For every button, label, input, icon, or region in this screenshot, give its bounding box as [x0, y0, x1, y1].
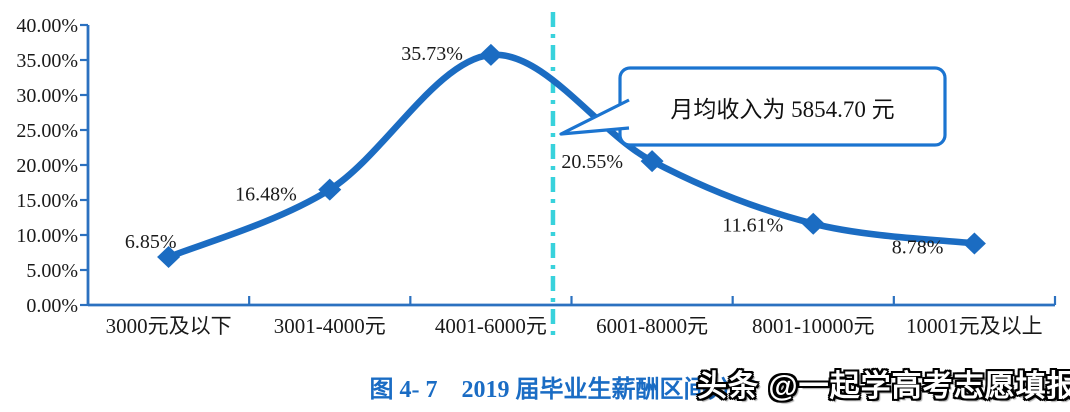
data-point-label: 11.61% [722, 215, 783, 237]
callout-tail [559, 98, 630, 136]
y-tick-label: 20.00% [16, 155, 78, 177]
y-tick-label: 10.00% [16, 225, 78, 247]
x-category-label: 3000元及以下 [106, 314, 232, 338]
x-category-label: 8001-10000元 [752, 314, 875, 338]
data-point-label: 35.73% [401, 43, 463, 65]
data-point-marker [640, 150, 664, 173]
y-tick-label: 0.00% [26, 295, 78, 317]
y-tick-label: 15.00% [16, 190, 78, 212]
y-tick-label: 40.00% [16, 15, 78, 37]
data-point-marker [318, 178, 342, 201]
data-point-label: 6.85% [125, 231, 177, 253]
figure-caption: 图 4- 7 2019 届毕业生薪酬区间分布 [369, 377, 756, 403]
y-tick-label: 30.00% [16, 85, 78, 107]
watermark: 头条 @一起学高考志愿填报 [697, 370, 1070, 403]
y-tick-label: 5.00% [26, 260, 78, 282]
y-tick-label: 35.00% [16, 50, 78, 72]
x-category-label: 10001元及以上 [906, 314, 1043, 338]
data-point-marker [962, 232, 986, 255]
mean-income-callout: 月均收入为 5854.70 元 [670, 96, 895, 122]
x-category-label: 3001-4000元 [274, 314, 386, 338]
data-point-marker [479, 43, 503, 66]
data-point-label: 20.55% [561, 151, 623, 173]
data-point-label: 8.78% [892, 237, 944, 259]
x-category-label: 4001-6000元 [435, 314, 547, 338]
data-point-marker [157, 246, 181, 269]
data-point-label: 16.48% [235, 184, 297, 206]
y-tick-label: 25.00% [16, 120, 78, 142]
x-category-label: 6001-8000元 [596, 314, 708, 338]
data-point-marker [801, 212, 825, 235]
